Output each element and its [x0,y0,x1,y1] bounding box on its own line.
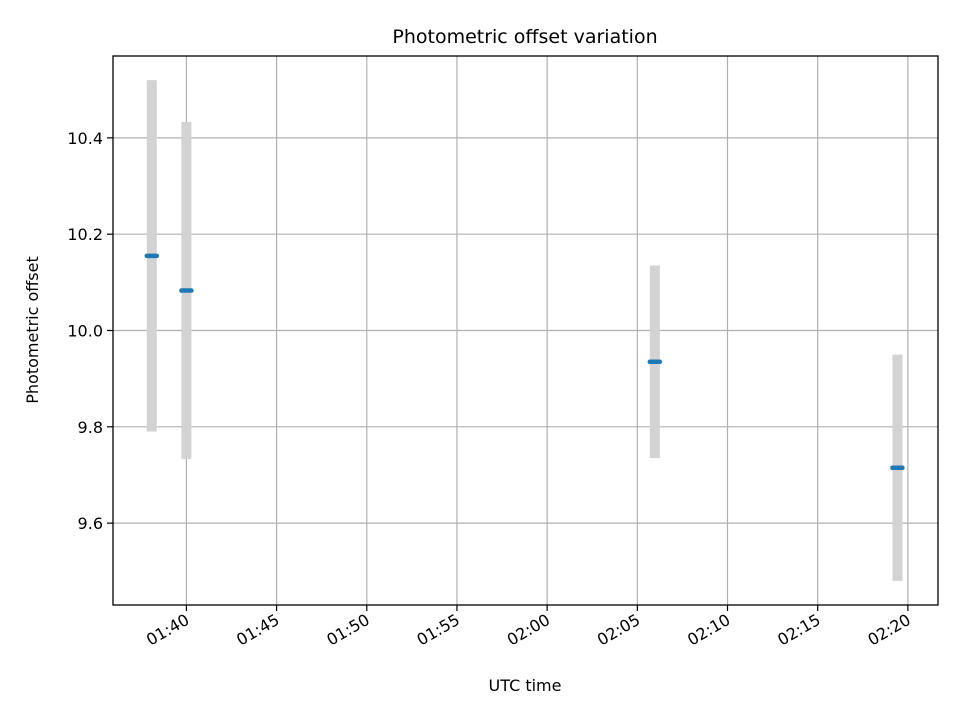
x-tick-label: 02:05 [594,610,643,650]
x-axis-label: UTC time [489,676,562,695]
grid-lines [113,56,938,605]
y-tick-label: 10.4 [67,129,103,148]
x-tick-label: 01:40 [143,610,192,650]
x-tick-label: 02:20 [864,610,913,650]
x-tick-label: 02:10 [684,610,733,650]
y-axis-label: Photometric offset [23,256,42,404]
y-tick-label: 10.2 [67,225,103,244]
data-points [144,253,905,470]
y-tick-label: 9.6 [78,514,103,533]
x-tick-label: 01:55 [414,610,463,650]
x-tick-label: 01:50 [323,610,372,650]
x-tick-label: 01:45 [233,610,282,650]
x-axis-ticks: 01:40 01:45 01:50 01:55 02:00 02:05 02:10 02:15… [143,605,914,650]
y-tick-label: 9.8 [78,418,103,437]
chart-title: Photometric offset variation [392,26,657,48]
y-tick-label: 10.0 [67,322,103,341]
x-tick-label: 02:00 [504,610,553,650]
y-axis-ticks: 9.6 9.8 10.0 10.2 10.4 [67,129,113,533]
x-tick-label: 02:15 [774,610,823,650]
